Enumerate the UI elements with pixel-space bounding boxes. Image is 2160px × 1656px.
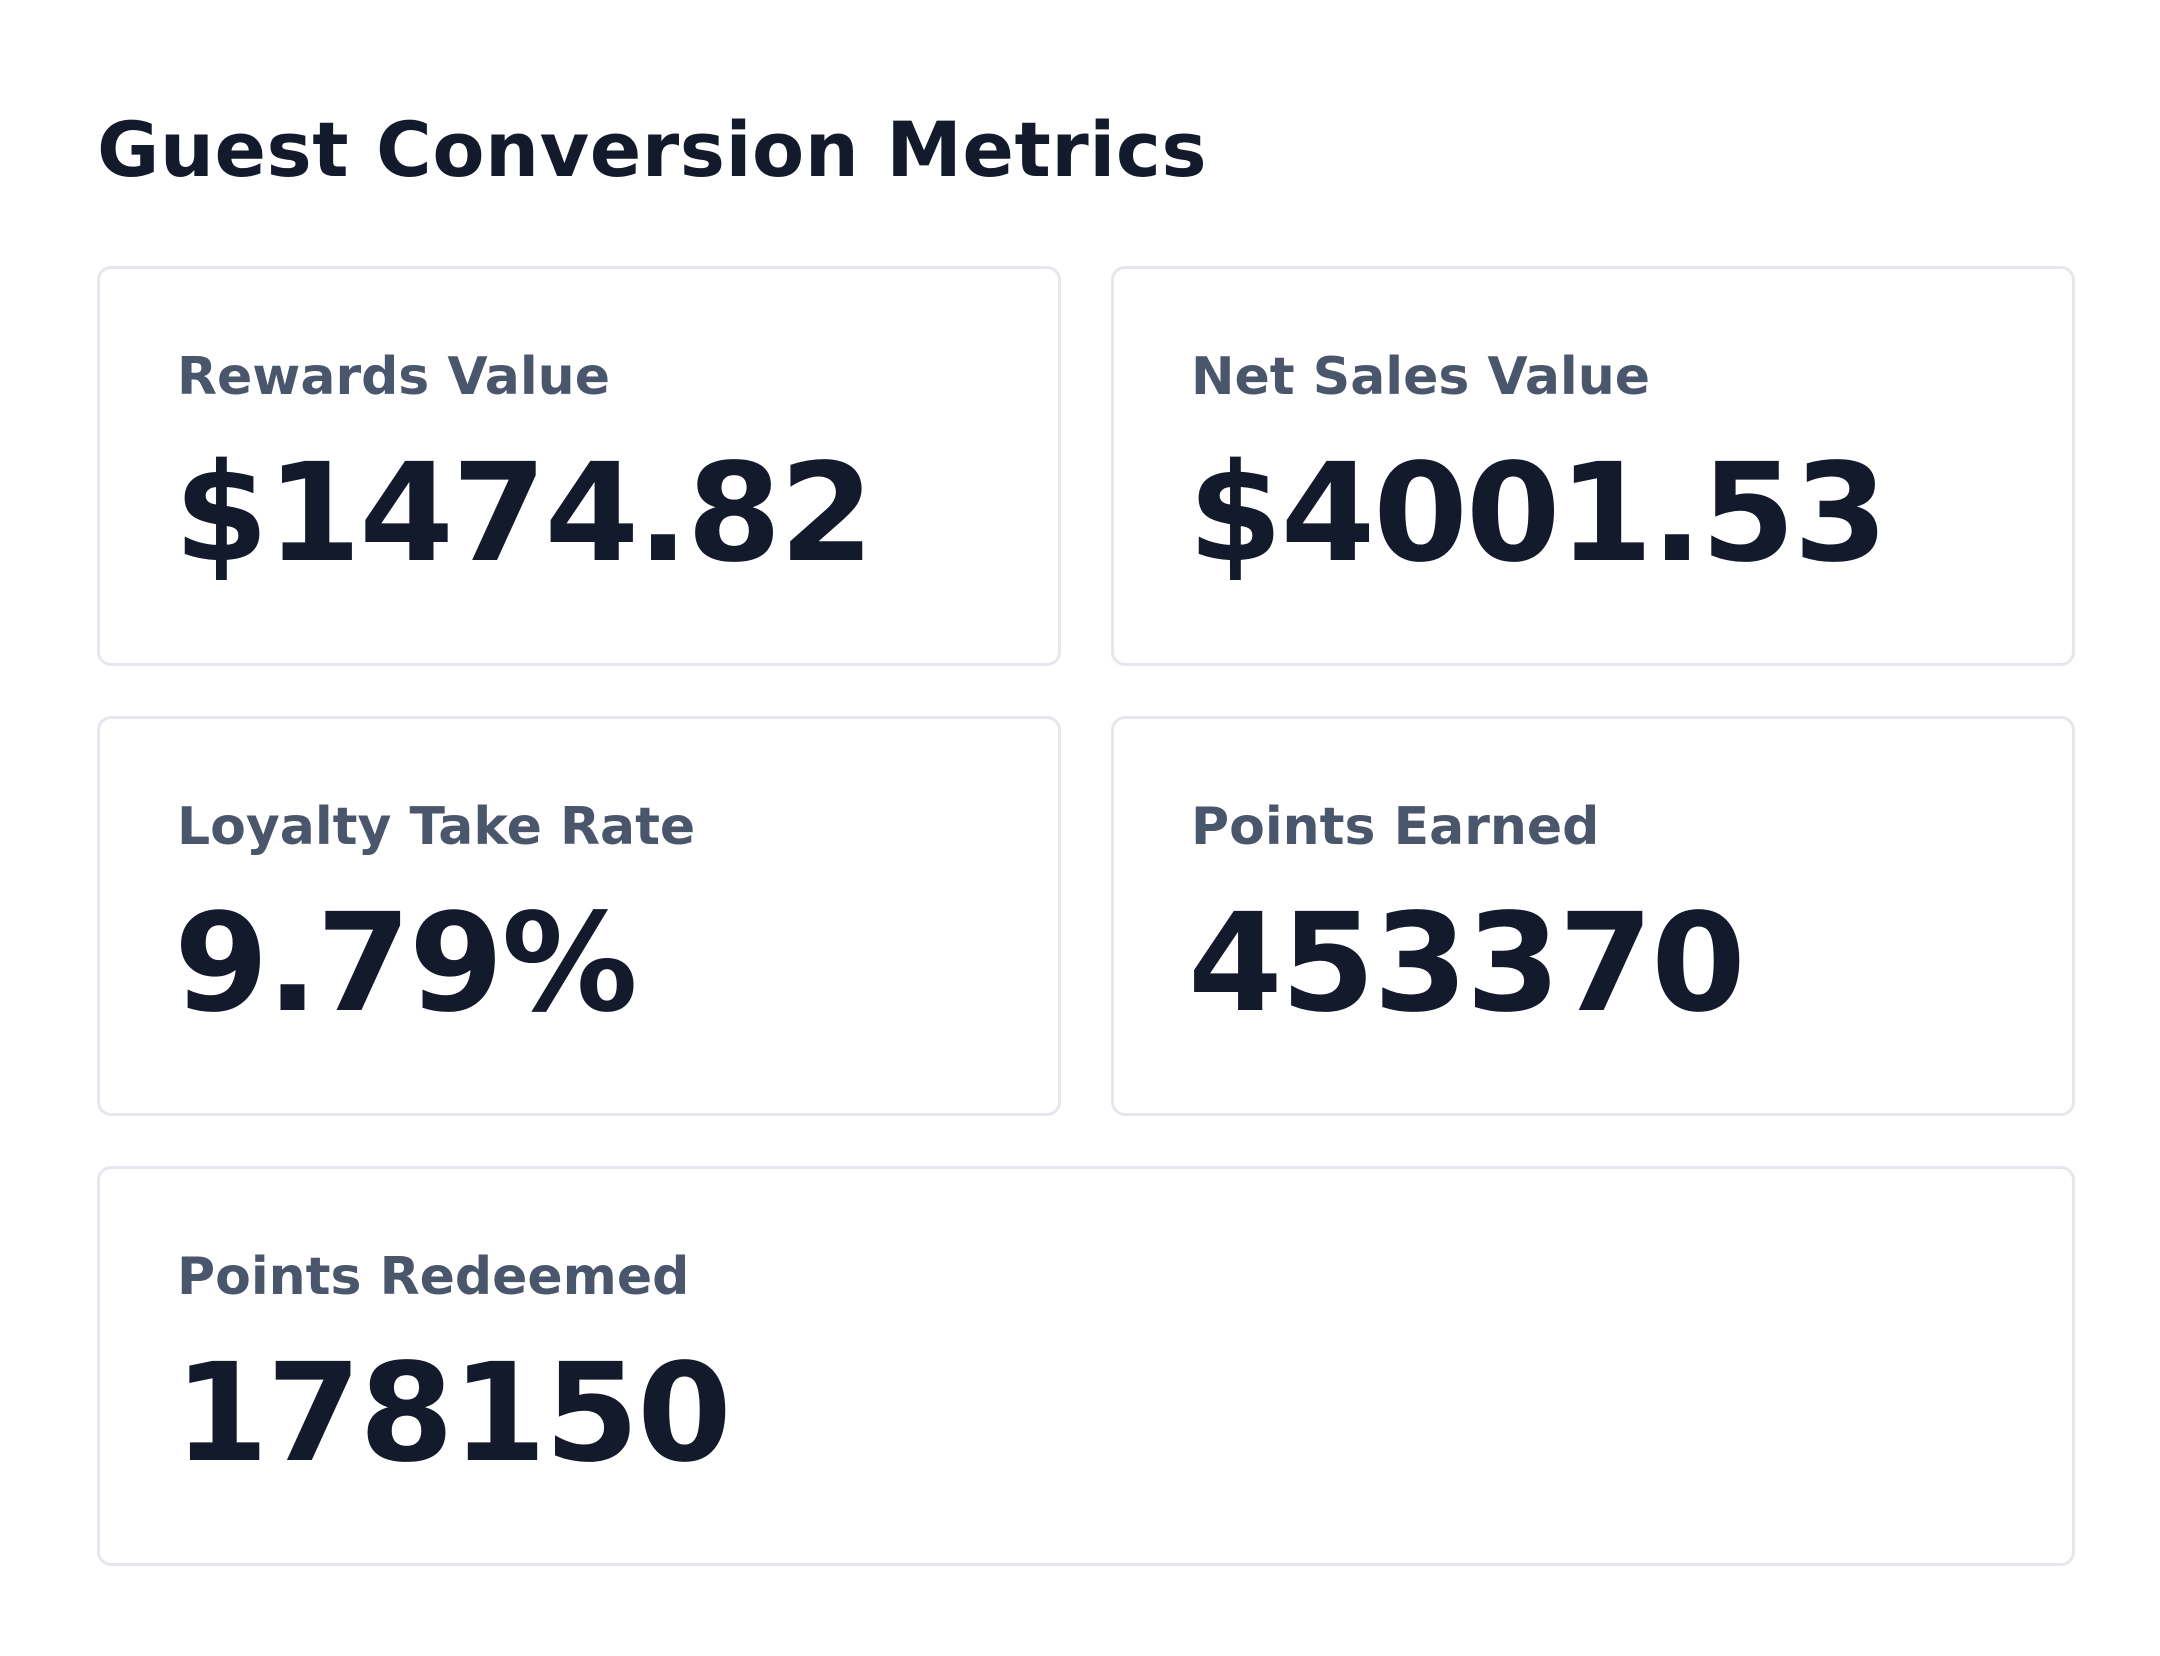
metric-card-rewards-value: Rewards Value $1474.82 [97,266,1061,666]
page-title: Guest Conversion Metrics [97,105,1208,194]
metric-label: Net Sales Value [1191,347,1651,407]
metric-card-points-redeemed: Points Redeemed 178150 [97,1166,2075,1566]
metric-card-net-sales-value: Net Sales Value $4001.53 [1111,266,2075,666]
metric-label: Points Earned [1191,797,1600,857]
metric-value: 178150 [174,1335,732,1493]
metric-label: Loyalty Take Rate [177,797,696,857]
metric-label: Points Redeemed [177,1247,690,1307]
metric-value: 9.79% [174,885,638,1043]
metric-card-points-earned: Points Earned 453370 [1111,716,2075,1116]
metric-label: Rewards Value [177,347,610,407]
metric-card-loyalty-take-rate: Loyalty Take Rate 9.79% [97,716,1061,1116]
metric-value: 453370 [1188,885,1746,1043]
metric-value: $1474.82 [174,435,874,593]
metric-value: $4001.53 [1188,435,1888,593]
